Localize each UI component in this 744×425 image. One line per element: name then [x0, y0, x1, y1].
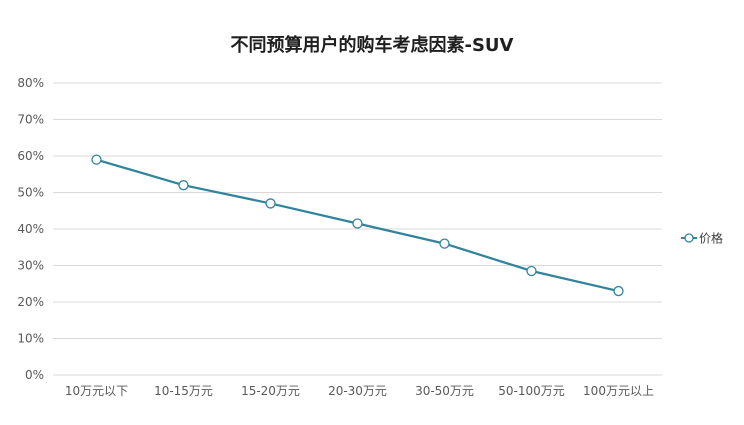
x-tick-label: 10万元以下 [65, 384, 128, 398]
data-point [352, 218, 363, 229]
y-tick-label: 80% [17, 76, 44, 90]
grid-lines [53, 82, 662, 376]
chart-title: 不同预算用户的购车考虑因素-SUV [231, 34, 514, 56]
x-tick-label: 30-50万元 [415, 384, 474, 398]
y-tick-label: 10% [17, 332, 44, 346]
x-tick-label: 50-100万元 [498, 384, 565, 398]
data-point [178, 180, 189, 191]
data-point [613, 285, 624, 297]
x-axis-ticks: 10万元以下 10-15万元 15-20万元 20-30万元 30-50万元 50-100… [65, 384, 654, 398]
y-tick-label: 70% [17, 113, 44, 127]
legend-label: 价格 [699, 231, 723, 246]
y-tick-label: 20% [17, 295, 44, 309]
y-tick-label: 50% [17, 186, 44, 200]
y-tick-label: 30% [17, 259, 44, 273]
data-point [439, 238, 450, 249]
data-point [526, 265, 537, 277]
y-axis-ticks: 0% 10% 20% 30% 40% 50% 60% 70% 80% [17, 76, 44, 382]
legend-marker-icon [684, 233, 694, 243]
x-tick-label: 100万元以上 [583, 384, 654, 398]
y-tick-label: 0% [25, 368, 44, 382]
y-tick-label: 60% [17, 149, 44, 163]
x-tick-label: 20-30万元 [328, 384, 387, 398]
y-tick-label: 40% [17, 222, 44, 236]
series-layer [91, 154, 624, 297]
x-tick-label: 15-20万元 [241, 384, 300, 398]
data-point [265, 198, 276, 209]
data-point [91, 154, 102, 165]
x-tick-label: 10-15万元 [154, 384, 213, 398]
legend: 价格 [681, 231, 723, 246]
